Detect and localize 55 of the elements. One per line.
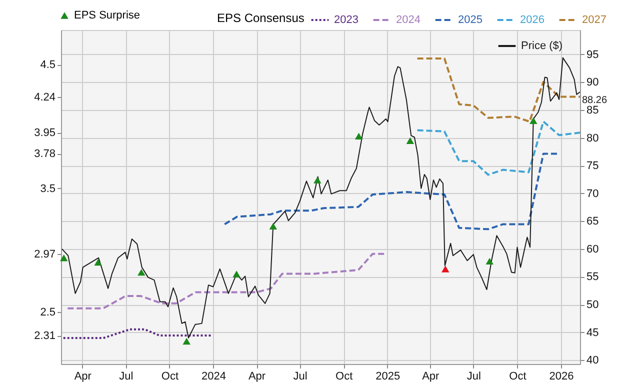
y2-tick-label: 95 (586, 48, 599, 61)
point (60, 254, 68, 262)
x-tick-label: Apr (74, 370, 92, 382)
legend-label: EPS Surprise (74, 10, 140, 22)
y-tick-label: 3.5 (40, 182, 56, 195)
y2-tick-label: 80 (586, 132, 599, 144)
y-tick-label: 4.5 (40, 59, 56, 72)
legend-label: 2026 (520, 14, 544, 26)
x-tick-label: Jul (293, 370, 308, 382)
y-tick-label: 4.24 (34, 91, 56, 104)
point (269, 222, 278, 230)
x-tick-label: Oct (509, 370, 526, 382)
x-tick-label: Apr (248, 370, 266, 382)
x-tick-label: Jul (466, 370, 481, 382)
y-tick-label: 3.95 (34, 127, 56, 140)
legend-title: EPS Consensus (217, 11, 304, 25)
line-series (416, 120, 580, 176)
y2-tick-label: 90 (586, 76, 599, 89)
x-tick-label: 2024 (201, 370, 226, 382)
point (314, 176, 322, 184)
line-series (416, 57, 580, 123)
legend-label: 2027 (582, 14, 606, 26)
point (182, 338, 190, 345)
x-tick-label: Apr (422, 370, 440, 382)
point (354, 132, 363, 140)
legend-label: 2023 (334, 14, 358, 26)
data-label: 88.26 (582, 94, 608, 106)
y2-tick-label: 65 (586, 216, 599, 228)
legend-label: 2025 (458, 14, 482, 26)
y2-tick-label: 45 (586, 326, 599, 339)
point (486, 258, 494, 265)
y2-tick-label: 60 (586, 243, 599, 256)
x-tick-label: Oct (336, 370, 353, 382)
y2-tick-label: 40 (586, 354, 599, 367)
x-tick-label: 2026 (549, 370, 574, 382)
y2-tick-label: 85 (586, 104, 599, 117)
point (94, 258, 102, 266)
y-tick-label: 3.78 (34, 148, 56, 160)
point (530, 117, 538, 124)
x-tick-label: 2025 (376, 370, 400, 382)
point (138, 268, 146, 276)
point (442, 266, 450, 272)
y2-tick-label: 75 (586, 160, 599, 172)
point (232, 270, 240, 278)
y-tick-label: 2.97 (34, 248, 56, 260)
x-tick-label: Jul (119, 370, 134, 382)
point (406, 137, 414, 144)
y2-tick-label: 70 (586, 188, 599, 200)
y2-tick-label: 50 (586, 299, 599, 312)
y-tick-label: 2.31 (34, 330, 56, 342)
legend-label: 2024 (396, 14, 420, 26)
y2-tick-label: 55 (586, 271, 599, 284)
legend-label: Price ($) (521, 40, 563, 52)
y-tick-label: 2.5 (40, 306, 56, 319)
x-tick-label: Oct (161, 370, 179, 382)
